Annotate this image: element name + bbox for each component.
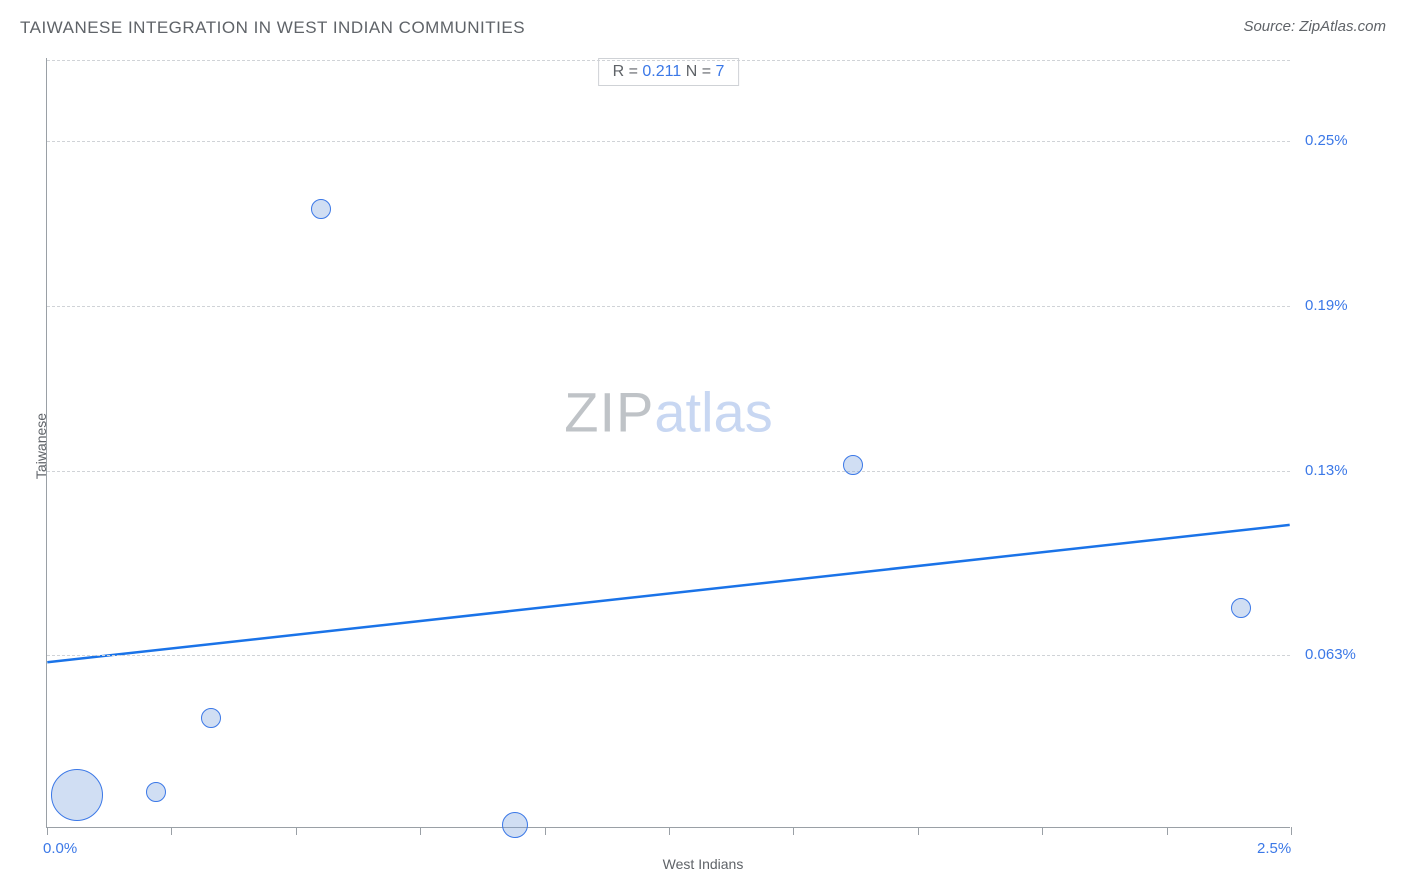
data-point[interactable] [146, 782, 166, 802]
n-value: 7 [715, 63, 724, 80]
r-value: 0.211 [642, 63, 681, 80]
scatter-plot-area: ZIPatlas R = 0.211 N = 7 0.063%0.13%0.19… [46, 58, 1290, 828]
x-tick [1042, 827, 1043, 835]
data-point[interactable] [311, 199, 331, 219]
x-tick [793, 827, 794, 835]
y-tick-label: 0.063% [1305, 646, 1356, 663]
x-tick [171, 827, 172, 835]
r-label: R = [613, 63, 643, 80]
x-tick-label: 0.0% [43, 840, 77, 857]
y-tick-label: 0.19% [1305, 297, 1348, 314]
data-point[interactable] [51, 769, 103, 821]
x-tick-label: 2.5% [1257, 840, 1291, 857]
data-point[interactable] [502, 812, 528, 838]
gridline [47, 471, 1290, 472]
data-point[interactable] [843, 455, 863, 475]
trend-line [47, 525, 1289, 662]
x-tick [1167, 827, 1168, 835]
y-tick-label: 0.13% [1305, 462, 1348, 479]
gridline [47, 655, 1290, 656]
data-point[interactable] [201, 708, 221, 728]
x-tick [47, 827, 48, 835]
x-axis-label: West Indians [663, 856, 744, 872]
chart-title: TAIWANESE INTEGRATION IN WEST INDIAN COM… [20, 18, 525, 37]
source-attribution: Source: ZipAtlas.com [1243, 18, 1386, 35]
trend-line-layer [47, 58, 1290, 827]
stats-box: R = 0.211 N = 7 [598, 58, 740, 86]
x-tick [669, 827, 670, 835]
x-tick [296, 827, 297, 835]
gridline [47, 306, 1290, 307]
x-tick [918, 827, 919, 835]
x-tick [545, 827, 546, 835]
y-tick-label: 0.25% [1305, 132, 1348, 149]
gridline [47, 141, 1290, 142]
data-point[interactable] [1231, 598, 1251, 618]
x-tick [420, 827, 421, 835]
n-label: N = [681, 63, 715, 80]
x-tick [1291, 827, 1292, 835]
gridline [47, 60, 1290, 61]
